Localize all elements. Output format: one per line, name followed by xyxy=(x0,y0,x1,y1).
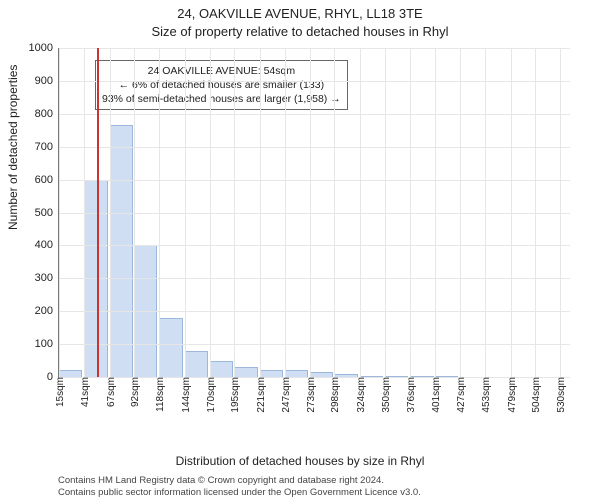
x-tick-label: 221sqm xyxy=(256,377,267,413)
histogram-bar xyxy=(260,370,283,377)
x-tick-label: 401sqm xyxy=(431,377,442,413)
gridline-v xyxy=(134,48,135,377)
x-tick-label: 504sqm xyxy=(531,377,542,413)
chart-title-line1: 24, OAKVILLE AVENUE, RHYL, LL18 3TE xyxy=(0,6,600,21)
gridline-v xyxy=(560,48,561,377)
annotation-line2: ← 6% of detached houses are smaller (133… xyxy=(102,78,341,92)
x-tick-label: 41sqm xyxy=(80,377,91,407)
histogram-bar xyxy=(185,351,208,377)
footer-line1: Contains HM Land Registry data © Crown c… xyxy=(58,475,384,486)
x-tick-label: 144sqm xyxy=(181,377,192,413)
x-tick-label: 350sqm xyxy=(381,377,392,413)
gridline-h xyxy=(59,147,570,148)
x-tick-label: 479sqm xyxy=(507,377,518,413)
y-axis-label: Number of detached properties xyxy=(6,65,20,230)
y-tick-label: 100 xyxy=(35,338,53,350)
gridline-v xyxy=(310,48,311,377)
gridline-h xyxy=(59,114,570,115)
y-tick-label: 1000 xyxy=(29,42,53,54)
histogram-bar xyxy=(110,125,133,377)
gridline-v xyxy=(260,48,261,377)
gridline-h xyxy=(59,311,570,312)
x-tick-label: 298sqm xyxy=(330,377,341,413)
gridline-v xyxy=(511,48,512,377)
gridline-v xyxy=(410,48,411,377)
y-tick-label: 400 xyxy=(35,239,53,251)
x-tick-label: 15sqm xyxy=(55,377,66,407)
gridline-v xyxy=(185,48,186,377)
y-tick-label: 500 xyxy=(35,207,53,219)
gridline-v xyxy=(59,48,60,377)
annotation-line1: 24 OAKVILLE AVENUE: 54sqm xyxy=(102,64,341,78)
x-tick-label: 67sqm xyxy=(106,377,117,407)
gridline-h xyxy=(59,213,570,214)
histogram-bar xyxy=(59,370,82,377)
gridline-h xyxy=(59,48,570,49)
histogram-bar xyxy=(234,367,257,377)
x-tick-label: 427sqm xyxy=(456,377,467,413)
histogram-bar xyxy=(285,370,308,377)
annotation-line3: 93% of semi-detached houses are larger (… xyxy=(102,92,341,106)
property-marker-line xyxy=(97,48,99,377)
x-tick-label: 273sqm xyxy=(306,377,317,413)
gridline-h xyxy=(59,81,570,82)
y-tick-label: 800 xyxy=(35,108,53,120)
x-tick-label: 195sqm xyxy=(230,377,241,413)
x-tick-label: 247sqm xyxy=(281,377,292,413)
gridline-v xyxy=(110,48,111,377)
x-tick-label: 324sqm xyxy=(356,377,367,413)
y-tick-label: 600 xyxy=(35,174,53,186)
x-axis-label: Distribution of detached houses by size … xyxy=(0,454,600,468)
y-tick-label: 300 xyxy=(35,272,53,284)
histogram-bar xyxy=(210,361,233,377)
x-tick-label: 530sqm xyxy=(556,377,567,413)
x-tick-label: 376sqm xyxy=(406,377,417,413)
gridline-v xyxy=(535,48,536,377)
gridline-v xyxy=(485,48,486,377)
gridline-v xyxy=(385,48,386,377)
gridline-v xyxy=(84,48,85,377)
gridline-v xyxy=(460,48,461,377)
gridline-h xyxy=(59,245,570,246)
x-tick-label: 453sqm xyxy=(481,377,492,413)
y-tick-label: 0 xyxy=(47,371,53,383)
gridline-h xyxy=(59,180,570,181)
gridline-v xyxy=(210,48,211,377)
gridline-v xyxy=(234,48,235,377)
x-tick-label: 118sqm xyxy=(155,377,166,412)
y-tick-label: 200 xyxy=(35,305,53,317)
gridline-v xyxy=(159,48,160,377)
x-tick-label: 170sqm xyxy=(206,377,217,413)
histogram-bar xyxy=(159,318,182,377)
gridline-v xyxy=(285,48,286,377)
gridline-h xyxy=(59,344,570,345)
gridline-h xyxy=(59,278,570,279)
plot-area: 24 OAKVILLE AVENUE: 54sqm ← 6% of detach… xyxy=(58,48,570,378)
y-tick-label: 900 xyxy=(35,75,53,87)
y-tick-label: 700 xyxy=(35,141,53,153)
gridline-v xyxy=(360,48,361,377)
x-tick-label: 92sqm xyxy=(130,377,141,407)
gridline-v xyxy=(334,48,335,377)
gridline-v xyxy=(435,48,436,377)
footer-line2: Contains public sector information licen… xyxy=(58,487,421,498)
chart-title-line2: Size of property relative to detached ho… xyxy=(0,24,600,39)
